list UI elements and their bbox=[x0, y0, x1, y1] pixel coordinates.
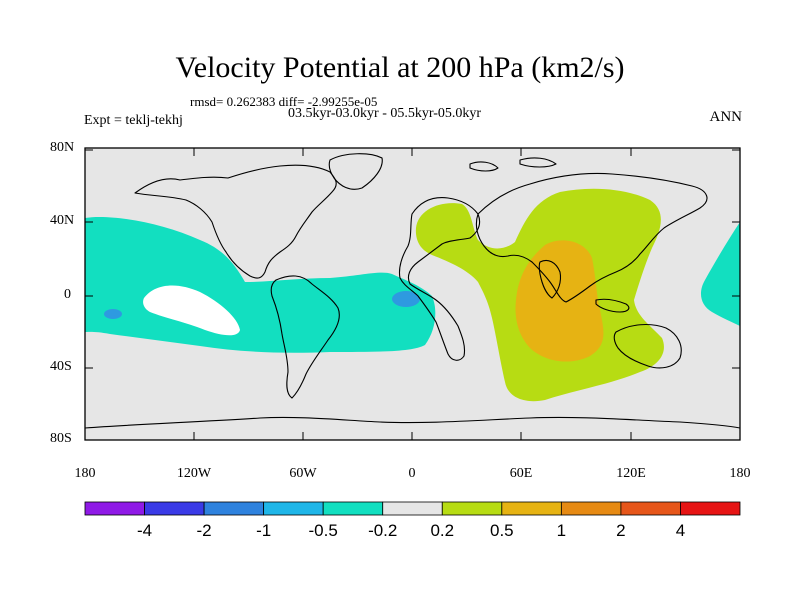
lat-label-80n: 80N bbox=[50, 140, 75, 155]
colorbar-label: 2 bbox=[616, 521, 626, 540]
lat-label-40s: 40S bbox=[50, 359, 72, 374]
rmsd-diff-stats: rmsd= 0.262383 diff= -2.99255e-05 bbox=[190, 94, 378, 109]
season-label: ANN bbox=[709, 109, 743, 125]
colorbar-swatch bbox=[84, 501, 145, 516]
colorbar-swatch bbox=[501, 501, 562, 516]
lon-label-0: 0 bbox=[408, 466, 416, 481]
colorbar-swatch bbox=[263, 501, 324, 516]
lat-label-40n: 40N bbox=[50, 213, 75, 228]
map-title: Velocity Potential at 200 hPa (km2/s) bbox=[175, 51, 625, 84]
colorbar-swatch bbox=[620, 501, 681, 516]
colorbar-label: -0.2 bbox=[368, 521, 398, 540]
lon-label-180w: 180 bbox=[74, 466, 96, 481]
lat-label-80s: 80S bbox=[50, 431, 72, 446]
colorbar-swatch bbox=[322, 501, 384, 516]
positive-core-region bbox=[515, 240, 604, 362]
lon-label-120e: 120E bbox=[616, 466, 646, 481]
colorbar-label: 0.2 bbox=[430, 521, 455, 540]
colorbar-label: 0.5 bbox=[489, 521, 514, 540]
colorbar-swatch bbox=[144, 501, 205, 516]
colorbar-swatch bbox=[441, 501, 503, 516]
lon-label-120w: 120W bbox=[176, 466, 212, 481]
colorbar-label: -4 bbox=[136, 521, 153, 540]
colorbar-swatch bbox=[382, 501, 443, 516]
negative-contour-region-east bbox=[700, 222, 740, 326]
colorbar-label: -1 bbox=[256, 521, 272, 540]
blue-contour-spot bbox=[392, 291, 420, 307]
colorbar-swatch bbox=[560, 501, 622, 516]
colorbar-swatch bbox=[680, 501, 741, 516]
lon-label-60w: 60W bbox=[289, 466, 317, 481]
colorbar-label: 4 bbox=[675, 521, 686, 540]
colorbar-label: 1 bbox=[556, 521, 567, 540]
neutral-hole-region bbox=[143, 285, 240, 336]
y-axis-ticks bbox=[85, 149, 740, 441]
x-axis-ticks bbox=[84, 148, 741, 440]
period-label: 03.5kyr-03.0kyr - 05.5kyr-05.0kyr bbox=[288, 106, 482, 121]
colorbar-label: -2 bbox=[196, 521, 212, 540]
blue-contour-spot bbox=[104, 309, 122, 319]
lon-label-180e: 180 bbox=[729, 466, 751, 481]
lat-label-0: 0 bbox=[64, 287, 71, 302]
colorbar-label: -0.5 bbox=[308, 521, 338, 540]
lon-label-60e: 60E bbox=[509, 466, 533, 481]
experiment-label: Expt = teklj-tekhj bbox=[84, 113, 183, 128]
coastlines bbox=[85, 153, 740, 429]
colorbar-swatch bbox=[203, 501, 265, 516]
colorbar bbox=[84, 501, 741, 516]
